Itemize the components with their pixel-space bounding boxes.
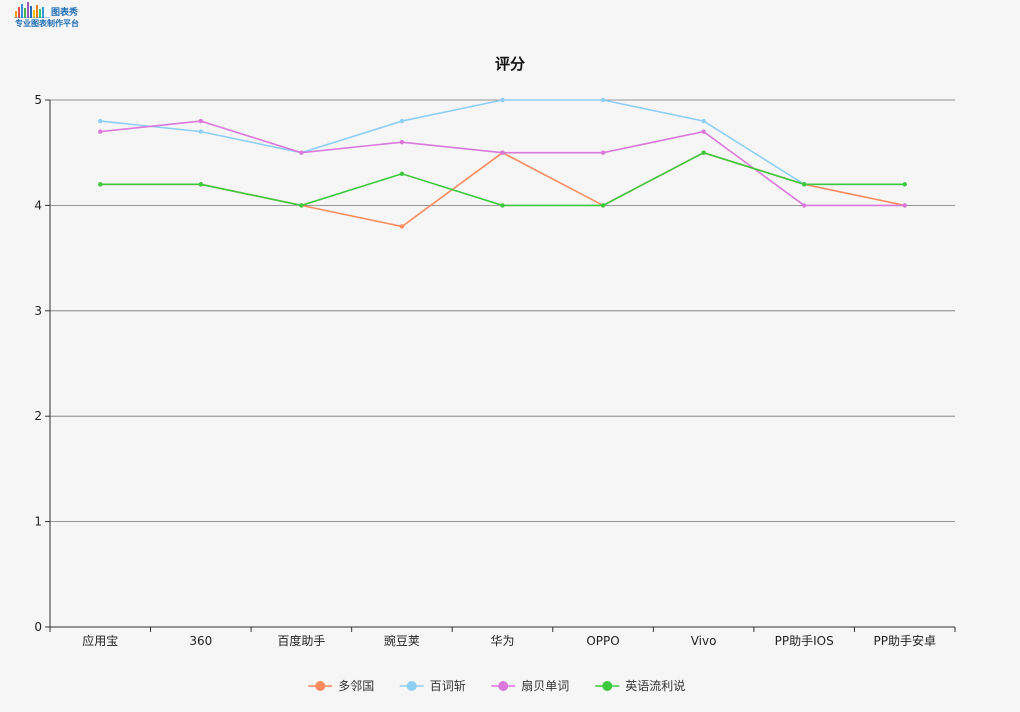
data-point[interactable] [600,150,606,155]
data-point[interactable] [600,203,606,208]
x-tick-label: 百度助手 [277,633,325,648]
y-tick-label: 2 [34,409,42,423]
data-point[interactable] [98,182,103,187]
series-1 [98,97,907,187]
data-point[interactable] [500,97,505,103]
data-point[interactable] [399,118,405,124]
bar-chart-logo-icon [14,2,50,18]
y-tick-label: 3 [34,304,42,318]
data-point[interactable] [701,118,706,124]
legend-label: 扇贝单词 [521,678,569,693]
series-3 [98,150,907,208]
series-line[interactable] [100,151,905,207]
data-point[interactable] [399,139,405,145]
data-point[interactable] [902,203,907,208]
data-point[interactable] [198,118,204,124]
data-point[interactable] [399,224,405,229]
y-tick-label: 1 [34,515,42,529]
data-point[interactable] [500,150,505,155]
grid-lines [50,99,955,522]
data-point[interactable] [500,203,505,208]
series-line[interactable] [100,99,905,186]
series-group [98,97,907,229]
legend-item[interactable]: 多邻国 [308,679,374,693]
logo-brand-text: 图表秀 [51,8,79,18]
series-line[interactable] [100,120,905,207]
y-tick-label: 4 [34,198,42,212]
data-point[interactable] [801,203,807,208]
data-point[interactable] [902,182,907,187]
legend-item[interactable]: 英语流利说 [595,678,685,693]
data-point[interactable] [600,97,606,103]
legend-label: 百词斩 [430,679,466,693]
x-tick-label: 华为 [490,634,514,648]
x-tick-label: OPPO [586,634,619,648]
series-0 [98,150,907,229]
brand-logo: 图表秀 专业图表制作平台 [14,2,98,32]
series-line[interactable] [100,151,905,228]
x-tick-label: PP助手IOS [775,634,834,648]
x-tick-label: 应用宝 [82,633,118,648]
data-point[interactable] [198,129,204,134]
data-point[interactable] [299,150,304,155]
legend-marker-icon [498,681,509,691]
series-2 [98,118,907,208]
legend-label: 多邻国 [338,679,374,693]
data-point[interactable] [701,150,706,155]
data-point[interactable] [399,171,405,176]
data-point[interactable] [299,203,304,208]
data-point[interactable] [801,182,807,187]
legend-item[interactable]: 百词斩 [399,679,466,693]
legend-label: 英语流利说 [625,678,685,693]
legend-marker-icon [406,681,417,691]
x-tick-label: 360 [189,634,212,648]
y-tick-label: 5 [34,93,42,107]
data-point[interactable] [198,182,204,187]
data-point[interactable] [98,129,103,134]
x-tick-label: PP助手安卓 [873,633,935,648]
logo-tagline: 专业图表制作平台 [15,19,79,28]
x-tick-label: 豌豆荚 [384,633,420,648]
x-tick-label: Vivo [691,634,717,648]
legend-marker-icon [315,681,326,691]
data-point[interactable] [701,129,706,134]
legend-marker-icon [602,681,613,691]
legend: 多邻国 百词斩 扇贝单词 英语流利说 [308,678,685,693]
data-point[interactable] [98,118,103,124]
chart-title: 评分 [495,55,525,73]
axes: 0 1 2 3 4 5 应用宝 360 百度助手 豌豆荚 华为 OPPO Vivo PP助手IOS PP助手… [34,93,956,648]
legend-item[interactable]: 扇贝单词 [491,678,569,693]
y-tick-label: 0 [34,620,42,634]
